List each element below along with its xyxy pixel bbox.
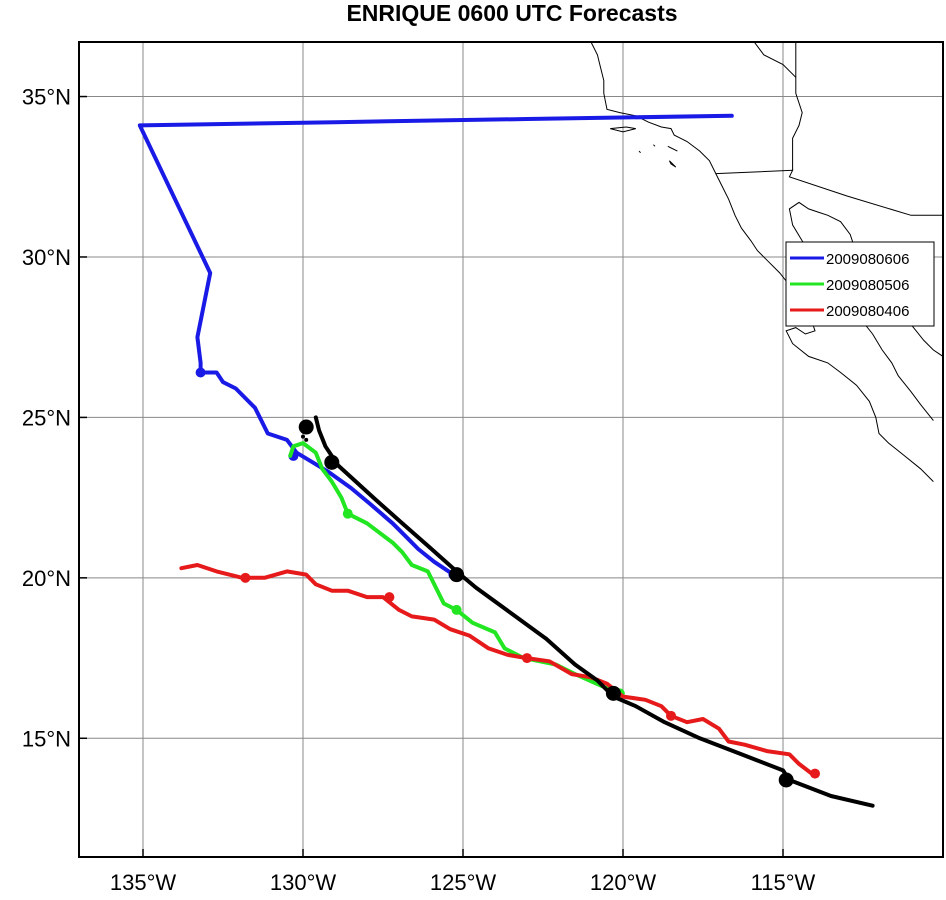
y-tick-label: 35°N xyxy=(22,85,71,110)
x-tick-label: 120°W xyxy=(590,870,657,895)
legend-label: 2009080506 xyxy=(826,277,909,294)
track-best-line xyxy=(313,415,875,808)
track-best-marker xyxy=(449,567,465,583)
track-2009080606-line xyxy=(137,113,734,577)
coastline xyxy=(792,42,803,171)
y-axis-ticks: 15°N 20°N 25°N 30°N 35°N xyxy=(22,85,87,751)
track-2009080506-marker xyxy=(342,508,353,519)
x-tick-label: 130°W xyxy=(270,870,337,895)
island xyxy=(610,126,636,133)
track-best-marker xyxy=(605,685,621,701)
x-axis-ticks: 135°W 130°W 125°W 120°W 115°W xyxy=(110,849,816,895)
track-best-marker xyxy=(778,772,794,788)
island xyxy=(653,144,656,147)
island xyxy=(667,145,678,152)
y-tick-label: 25°N xyxy=(22,405,71,430)
island xyxy=(638,150,641,154)
track-2009080606-marker xyxy=(195,367,206,378)
track-2009080406-marker xyxy=(666,710,676,721)
y-tick-label: 20°N xyxy=(22,566,71,591)
island xyxy=(668,160,677,168)
forecast-tracks xyxy=(137,113,875,808)
track-2009080406-marker xyxy=(810,768,820,779)
y-tick-label: 30°N xyxy=(22,245,71,270)
map-title: ENRIQUE 0600 UTC Forecasts xyxy=(346,0,677,26)
track-best-marker xyxy=(324,454,340,470)
legend-label: 2009080606 xyxy=(826,251,909,268)
track-2009080406-marker xyxy=(522,653,532,664)
track-2009080406-marker xyxy=(240,572,251,583)
plot-frame xyxy=(78,41,944,858)
track-2009080506-marker xyxy=(451,604,462,615)
track-best-small-marker xyxy=(304,437,309,442)
coastline xyxy=(715,169,943,216)
x-tick-label: 125°W xyxy=(430,870,497,895)
track-2009080406-line xyxy=(179,563,814,776)
gridlines xyxy=(79,42,943,857)
track-best-marker xyxy=(298,419,314,435)
x-tick-label: 135°W xyxy=(110,870,177,895)
legend: 2009080606 2009080506 2009080406 xyxy=(785,241,935,327)
track-2009080406-marker xyxy=(384,592,395,603)
y-tick-label: 15°N xyxy=(22,726,71,751)
coastline xyxy=(753,42,797,78)
x-tick-label: 115°W xyxy=(751,870,816,895)
track-best-small-marker xyxy=(301,434,305,439)
legend-label: 2009080406 xyxy=(826,303,909,320)
